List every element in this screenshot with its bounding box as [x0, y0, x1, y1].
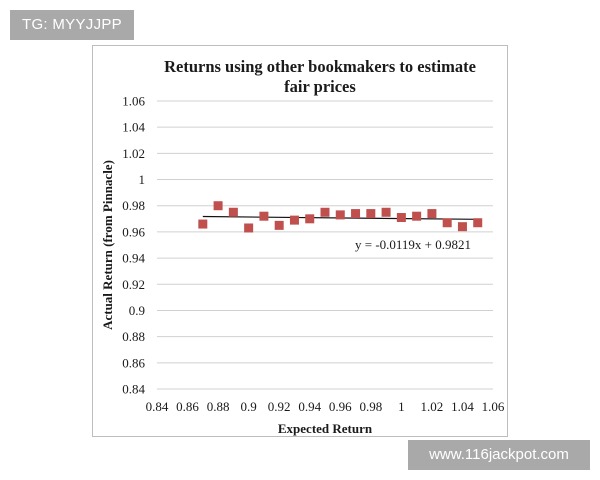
data-point	[412, 211, 422, 221]
x-axis-label: Expected Return	[278, 421, 373, 436]
trendline-equation: y = -0.0119x + 0.9821	[355, 237, 471, 252]
x-tick-label: 1.02	[421, 399, 444, 414]
data-point	[289, 215, 299, 225]
x-tick-label: 1.06	[482, 399, 505, 414]
data-point	[442, 218, 452, 228]
y-tick-label: 0.92	[122, 277, 145, 292]
grid-lines	[157, 100, 493, 390]
x-tick-label: 0.84	[146, 399, 169, 414]
chart-title-line-1: Returns using other bookmakers to estima…	[164, 57, 476, 76]
data-point	[274, 220, 284, 230]
y-tick-label: 1.06	[122, 94, 145, 109]
watermark-top-left: TG: MYYJJPP	[10, 10, 134, 40]
chart-frame	[92, 45, 508, 437]
x-tick-label: 0.9	[241, 399, 257, 414]
y-tick-label: 1.02	[122, 146, 145, 161]
data-point	[427, 209, 437, 219]
data-point	[320, 207, 330, 217]
y-tick-label: 0.86	[122, 355, 145, 370]
data-point	[396, 213, 406, 223]
data-point	[213, 201, 223, 211]
data-point	[457, 222, 467, 232]
y-tick-label: 0.96	[122, 224, 145, 239]
y-tick-label: 1	[139, 172, 146, 187]
chart-title-line-2: fair prices	[284, 77, 356, 96]
y-tick-label: 0.88	[122, 329, 145, 344]
data-point	[335, 210, 345, 220]
x-tick-label: 0.88	[207, 399, 230, 414]
x-tick-label: 1.04	[451, 399, 474, 414]
data-point	[305, 214, 315, 224]
y-axis-label: Actual Return (from Pinnacle)	[100, 160, 115, 330]
x-tick-label: 0.92	[268, 399, 291, 414]
data-point	[198, 219, 208, 229]
data-point	[473, 218, 483, 228]
data-point	[381, 207, 391, 217]
data-point	[366, 209, 376, 219]
x-tick-label: 0.96	[329, 399, 352, 414]
data-points	[198, 201, 483, 233]
data-point	[244, 223, 254, 233]
x-tick-labels: 0.84 0.86 0.88 0.9 0.92 0.94 0.96 0.98 1 1.02 1.04…	[146, 399, 505, 414]
x-tick-label: 0.86	[176, 399, 199, 414]
y-tick-label: 0.9	[129, 303, 145, 318]
watermark-bottom-right: www.116jackpot.com	[408, 440, 590, 470]
data-point	[228, 207, 238, 217]
data-point	[259, 211, 269, 221]
y-tick-label: 0.94	[122, 251, 145, 266]
y-tick-label: 1.04	[122, 120, 145, 135]
x-tick-label: 0.94	[298, 399, 321, 414]
y-tick-label: 0.84	[122, 382, 145, 397]
data-point	[351, 209, 361, 219]
y-tick-labels: 0.84 0.86 0.88 0.9 0.92 0.94 0.96 0.98 1 1.02 1.04…	[122, 94, 145, 397]
x-tick-label: 0.98	[359, 399, 382, 414]
x-tick-label: 1	[398, 399, 405, 414]
y-tick-label: 0.98	[122, 198, 145, 213]
